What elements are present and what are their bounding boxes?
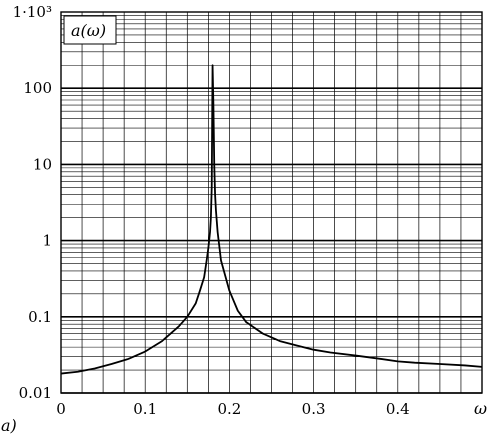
series-line: [60, 64, 483, 375]
y-tick-label: 100: [23, 79, 52, 97]
x-axis-label: ω: [474, 399, 487, 418]
x-tick-labels: 0 0.1 0.2 0.3 0.4: [56, 400, 410, 418]
panel-label: a): [1, 416, 17, 434]
x-tick-label: 0.4: [386, 400, 410, 418]
x-tick-label: 0.3: [302, 400, 326, 418]
plot-frame: [60, 11, 483, 394]
y-tick-label: 0.01: [19, 384, 52, 402]
y-tick-label: 1: [42, 232, 52, 250]
y-tick-labels: 0.01 0.1 1 10 100 1·10³: [13, 3, 52, 402]
legend-label: a(ω): [71, 21, 106, 40]
x-tick-label: 0: [56, 400, 66, 418]
y-tick-label: 10: [33, 155, 52, 173]
x-tick-label: 0.1: [133, 400, 157, 418]
legend-box: a(ω): [63, 15, 117, 45]
x-tick-label: 0.2: [217, 400, 241, 418]
series-layer: [60, 64, 483, 375]
grid: [61, 12, 482, 394]
y-tick-label: 1·10³: [13, 3, 52, 21]
y-tick-label: 0.1: [28, 308, 52, 326]
